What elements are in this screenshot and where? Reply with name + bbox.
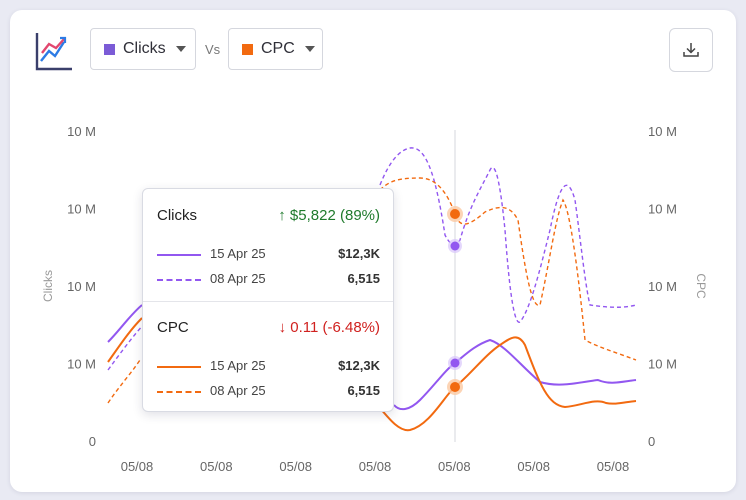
chevron-down-icon [304,46,315,52]
series-a-swatch [104,43,115,55]
y-axis-right-title: CPC [694,273,708,299]
series-cpc-previous-line [107,177,637,404]
tooltip-date: 08 Apr 25 [210,271,266,286]
chart-tooltip: Clicks ↑ $5,822 (89%) 15 Apr 25 $12,3K 0… [142,188,394,412]
chevron-down-icon [175,46,186,52]
series-a-label: Clicks [123,40,166,57]
y-right-tick-label: 0 [648,434,655,449]
y-right-tick-label: 10 M [648,202,677,217]
y-right-tick-label: 10 M [648,357,677,372]
tooltip-value: 6,515 [347,383,380,398]
series-a-select[interactable]: Clicks [90,28,196,70]
tooltip-value: 6,515 [347,271,380,286]
y-left-tick-label: 10 M [67,124,96,139]
hover-marker-clicks-current-dot [450,358,460,368]
x-tick-label: 05/08 [438,459,471,474]
y-left-tick-label: 10 M [67,202,96,217]
y-left-tick-label: 10 M [67,279,96,294]
hover-marker-cpc-current-dot [450,382,460,392]
legend-line-solid [157,366,201,368]
tooltip-value: $12,3K [338,246,380,261]
x-tick-label: 05/08 [359,459,392,474]
tooltip-clicks-delta: ↑ $5,822 (89%) [278,207,380,224]
tooltip-clicks-previous-row: 08 Apr 25 6,515 [157,271,380,289]
tooltip-divider [143,301,393,302]
y-right-tick-label: 10 M [648,124,677,139]
x-tick-label: 05/08 [200,459,233,474]
download-icon [683,43,699,57]
x-axis: 05/08 05/08 05/08 05/08 05/08 05/08 05/08 [121,459,630,474]
x-tick-label: 05/08 [121,459,154,474]
series-b-select[interactable]: CPC [228,28,323,70]
tooltip-value: $12,3K [338,358,380,373]
series-cpc-current-line [107,317,637,432]
y-axis-right: 10 M 10 M 10 M 10 M 0 [648,124,677,449]
y-left-tick-label: 10 M [67,357,96,372]
series-clicks-current-line [107,304,637,411]
download-button[interactable] [669,28,713,72]
x-tick-label: 05/08 [517,459,550,474]
legend-line-dashed [157,279,201,281]
y-right-tick-label: 10 M [648,279,677,294]
x-tick-label: 05/08 [279,459,312,474]
hover-marker-clicks-previous-dot [450,241,460,251]
series-b-swatch [242,43,253,55]
hover-marker-cpc-previous-dot [450,209,460,219]
tooltip-clicks-title: Clicks [157,207,197,224]
x-tick-label: 05/08 [597,459,630,474]
legend-line-dashed [157,391,201,393]
tooltip-cpc-previous-row: 08 Apr 25 6,515 [157,383,380,401]
tooltip-cpc-delta: ↓ 0.11 (-6.48%) [278,319,380,336]
series-b-label: CPC [261,40,295,57]
series-clicks-previous-line [107,147,637,371]
tooltip-date: 15 Apr 25 [210,358,266,373]
y-axis-left-title: Clicks [41,270,55,302]
line-chart-logo-icon [35,33,72,71]
tooltip-cpc-current-row: 15 Apr 25 $12,3K [157,358,380,376]
tooltip-clicks-current-row: 15 Apr 25 $12,3K [157,246,380,264]
vs-label: Vs [205,42,221,57]
tooltip-date: 15 Apr 25 [210,246,266,261]
tooltip-date: 08 Apr 25 [210,383,266,398]
y-axis-left: 10 M 10 M 10 M 10 M 0 [67,124,96,449]
y-left-tick-label: 0 [89,434,96,449]
tooltip-cpc-title: CPC [157,319,189,336]
legend-line-solid [157,254,201,256]
